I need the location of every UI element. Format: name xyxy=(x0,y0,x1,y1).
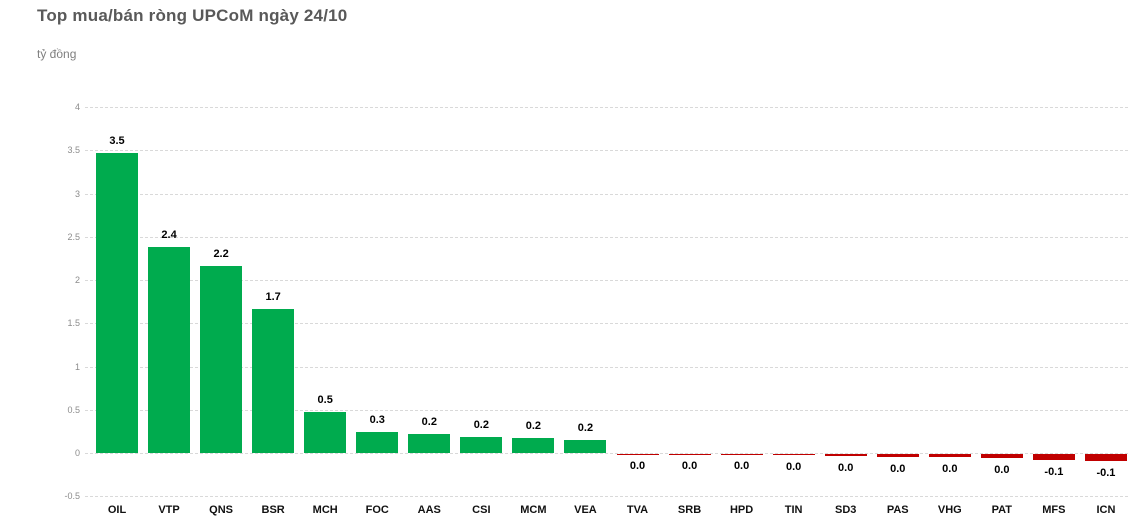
bar-CSI xyxy=(460,436,503,453)
x-axis-category-label: FOC xyxy=(365,504,389,516)
bar-value-label: 2.4 xyxy=(161,229,177,242)
bar-value-label: 0.0 xyxy=(681,460,698,473)
bar-SD3 xyxy=(824,454,867,456)
bar-PAS xyxy=(876,454,919,457)
y-axis-tick-label: 1 xyxy=(74,361,80,372)
x-axis-category-label: PAT xyxy=(991,504,1013,516)
x-axis-category-label: SD3 xyxy=(834,504,857,516)
bar-MCH xyxy=(304,412,347,453)
bar-value-label: 0.0 xyxy=(994,464,1010,477)
bar-value-label: 0.2 xyxy=(421,415,437,428)
x-axis-category-label: BSR xyxy=(261,504,285,516)
y-axis-tick-label: 3.5 xyxy=(67,145,80,156)
gridline xyxy=(85,366,1128,368)
bar-value-label: 0.2 xyxy=(525,420,542,433)
x-axis-category-label: TIN xyxy=(784,504,803,516)
bar-value-label: 0.0 xyxy=(890,462,906,475)
y-axis-tick-label: 2 xyxy=(74,275,80,285)
bar-value-label: 0.0 xyxy=(733,460,750,473)
x-axis-category-label: VHG xyxy=(937,504,962,516)
bar-value-label: 2.2 xyxy=(213,248,229,261)
bar-value-label: -0.1 xyxy=(1096,466,1116,479)
bar-VHG xyxy=(928,454,971,458)
x-axis-category-label: ICN xyxy=(1096,504,1116,516)
bar-value-label: 0.0 xyxy=(629,460,646,473)
y-axis-tick-label: 0.5 xyxy=(67,404,80,415)
bar-value-label: 3.5 xyxy=(109,134,125,147)
x-axis-category-label: QNS xyxy=(209,504,234,516)
gridline xyxy=(85,280,1128,281)
bar-ICN xyxy=(1084,454,1127,461)
x-axis-category-label: TVA xyxy=(626,504,649,516)
bar-value-label: 0.5 xyxy=(317,394,333,407)
chart-unit-label: tỷ đồng xyxy=(37,47,77,61)
x-axis-category-label: MFS xyxy=(1042,504,1066,516)
bar-value-label: -0.1 xyxy=(1044,466,1064,479)
gridline xyxy=(85,236,1128,238)
gridline xyxy=(85,323,1128,325)
bar-OIL xyxy=(96,152,138,453)
bar-VEA xyxy=(564,440,607,453)
x-axis-category-label: VEA xyxy=(574,504,597,516)
x-axis-category-label: AAS xyxy=(417,504,441,516)
gridline xyxy=(85,409,1128,411)
bar-FOC xyxy=(356,432,399,453)
bar-QNS xyxy=(200,266,243,453)
x-axis-category-label: OIL xyxy=(107,504,127,516)
gridline xyxy=(85,107,1128,108)
bar-PAT xyxy=(980,454,1023,459)
y-axis-tick-label: 2.5 xyxy=(67,231,80,242)
gridline xyxy=(85,193,1128,195)
bar-AAS xyxy=(408,433,451,453)
bar-VTP xyxy=(148,247,191,453)
gridline xyxy=(85,496,1128,498)
x-axis-category-label: MCM xyxy=(520,504,547,516)
bar-value-label: 0.0 xyxy=(838,461,854,474)
bar-TIN xyxy=(772,454,815,455)
y-axis-tick-label: 1.5 xyxy=(67,318,80,329)
y-axis-tick-label: -0.5 xyxy=(64,491,80,502)
x-axis-category-label: MCH xyxy=(312,504,338,516)
y-axis-tick-label: 0 xyxy=(74,448,80,458)
x-axis-category-label: HPD xyxy=(729,504,754,516)
bar-value-label: 0.0 xyxy=(942,463,958,476)
bar-MFS xyxy=(1032,454,1075,461)
chart-title: Top mua/bán ròng UPCoM ngày 24/10 xyxy=(37,6,348,25)
y-axis-tick-label: 4 xyxy=(74,102,80,112)
bar-BSR xyxy=(252,309,295,453)
bar-value-label: 0.0 xyxy=(785,460,802,473)
x-axis-category-label: SRB xyxy=(677,504,702,516)
bar-value-label: 0.2 xyxy=(473,418,489,431)
bar-value-label: 0.3 xyxy=(369,414,385,427)
gridline xyxy=(85,453,1128,454)
x-axis-category-label: CSI xyxy=(472,504,491,516)
x-axis-category-label: VTP xyxy=(158,504,180,516)
y-axis-tick-label: 3 xyxy=(74,188,80,199)
bar-value-label: 1.7 xyxy=(265,291,281,304)
x-axis-category-label: PAS xyxy=(886,504,909,516)
gridline xyxy=(85,150,1128,152)
bar-MCM xyxy=(512,438,555,453)
bar-value-label: 0.2 xyxy=(577,422,594,435)
